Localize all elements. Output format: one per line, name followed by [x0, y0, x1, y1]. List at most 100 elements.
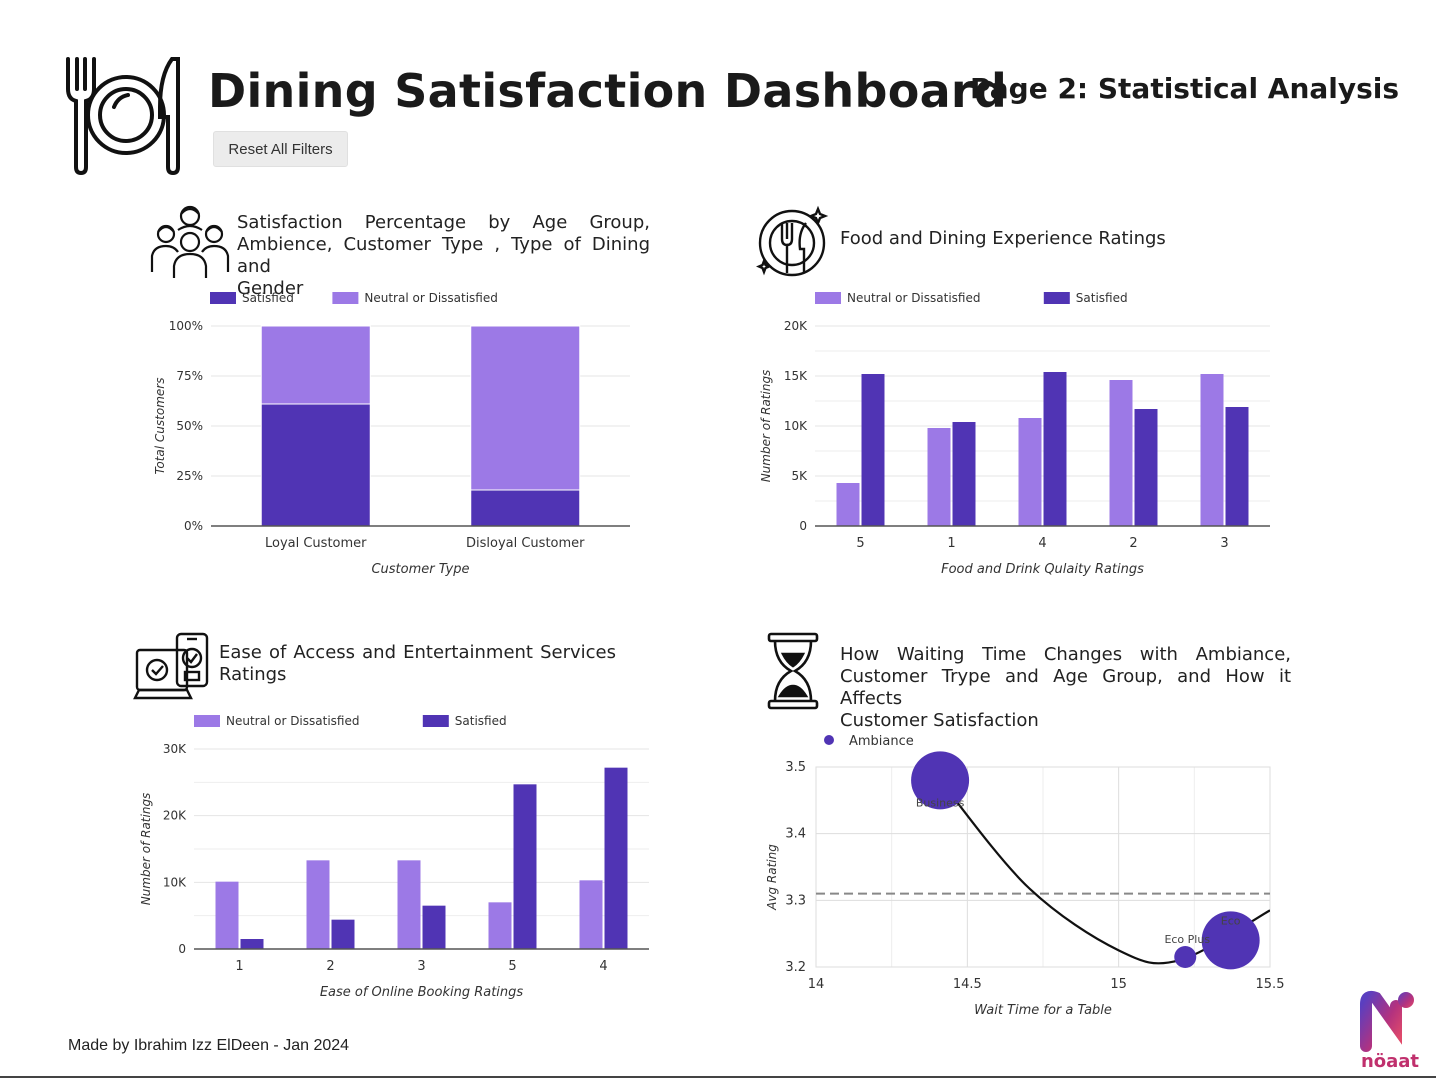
logo-icon — [62, 55, 188, 177]
y-tick-label: 3.2 — [785, 960, 806, 975]
age-chart-title: Satisfaction Percentage by Age Group, Am… — [237, 212, 650, 300]
x-axis-title: Wait Time for a Table — [974, 1003, 1112, 1018]
bar — [927, 428, 951, 526]
age-title-line-2: Ambience, Customer Type , Type of Dining… — [237, 234, 650, 277]
page-title: Dining Satisfaction Dashboard — [208, 64, 1008, 118]
bar — [1200, 374, 1224, 526]
y-tick-label: 10K — [163, 875, 187, 889]
legend-label: Satisfied — [1076, 291, 1128, 305]
legend-label: Neutral or Dissatisfied — [226, 714, 359, 728]
access-title-line-2: Ratings — [219, 664, 287, 685]
bar — [397, 860, 421, 949]
dining-plate-icon — [755, 203, 830, 283]
x-tick-label: 4 — [599, 959, 607, 974]
bar — [215, 881, 239, 949]
x-tick-label: 14 — [808, 977, 825, 992]
x-tick-label: 14.5 — [953, 977, 982, 992]
legend-swatch — [824, 735, 834, 745]
footer-credit: Made by Ibrahim Izz ElDeen - Jan 2024 — [68, 1037, 350, 1054]
bubble-label: Business — [916, 796, 965, 809]
x-tick-label: 5 — [856, 536, 864, 551]
y-tick-label: 3.4 — [785, 827, 806, 842]
y-tick-label: 0 — [799, 519, 807, 533]
bar — [331, 919, 355, 949]
y-tick-label: 75% — [176, 369, 203, 383]
legend-swatch — [210, 292, 236, 304]
bar — [836, 483, 860, 526]
age-satisfaction-chart: 0% 25% 50% 75% 100% Loyal Customer Disloyal Cu… — [153, 291, 630, 577]
wait-time-chart: 14 14.5 15 15.5 3.2 3.3 3.4 3.5 Business Eco Plus… — [765, 734, 1285, 1018]
y-tick-label: 5K — [791, 469, 808, 483]
bar — [1043, 372, 1067, 526]
bar — [1134, 409, 1158, 526]
bar — [579, 880, 603, 949]
bar — [952, 422, 976, 526]
x-tick-label: Disloyal Customer — [466, 536, 585, 551]
brand-logo-text: nöaat — [1361, 1051, 1419, 1072]
x-tick-label: 15.5 — [1256, 977, 1285, 992]
access-title-line-1: Ease of Access and Entertainment Service… — [219, 642, 616, 663]
bubble — [1201, 911, 1260, 970]
access-ratings-chart: 0 10K 20K 30K 1 2 3 5 4 Ease of Online Booking Ra… — [139, 714, 649, 1000]
x-tick-label: 2 — [1129, 536, 1137, 551]
y-axis-title: Number of Ratings — [139, 793, 153, 906]
bubble — [1174, 946, 1197, 968]
wait-chart-title: How Waiting Time Changes with Ambiance, … — [840, 644, 1291, 732]
bubble-label: Eco Plus — [1164, 933, 1210, 946]
legend-swatch — [332, 292, 359, 304]
y-tick-label: 0 — [178, 942, 186, 956]
x-tick-label: 1 — [947, 536, 955, 551]
food-title-line-1: Food and Dining Experience Ratings — [840, 228, 1166, 249]
bar — [604, 767, 628, 949]
bar — [422, 905, 446, 949]
x-tick-label: 3 — [417, 959, 425, 974]
legend-label: Satisfied — [455, 714, 507, 728]
reset-filters-button[interactable]: Reset All Filters — [213, 131, 348, 167]
x-tick-label: 5 — [508, 959, 516, 974]
hourglass-icon — [766, 632, 820, 714]
bottom-rule — [0, 1076, 1436, 1078]
wait-title-line-1: How Waiting Time Changes with Ambiance, — [840, 644, 1291, 665]
x-tick-label: Loyal Customer — [265, 536, 367, 551]
bar — [240, 939, 264, 949]
y-axis-title: Total Customers — [153, 378, 167, 475]
age-title-line-3: Gender — [237, 278, 304, 299]
bar — [306, 860, 330, 949]
y-tick-label: 15K — [784, 369, 808, 383]
wait-title-line-3: Customer Satisfaction — [840, 710, 1039, 731]
food-chart-title: Food and Dining Experience Ratings — [840, 228, 1260, 250]
access-chart-title: Ease of Access and Entertainment Service… — [219, 642, 616, 686]
x-axis-title: Customer Type — [371, 562, 469, 577]
devices-check-icon — [133, 632, 211, 712]
legend-label: Satisfied — [242, 291, 294, 305]
legend-swatch — [815, 292, 841, 304]
y-tick-label: 20K — [784, 319, 808, 333]
x-tick-label: 3 — [1220, 536, 1228, 551]
bubble-label: Eco — [1221, 914, 1241, 927]
legend-label: Neutral or Dissatisfied — [847, 291, 980, 305]
y-axis-title: Number of Ratings — [759, 370, 773, 483]
legend-label: Ambiance — [849, 734, 914, 749]
y-axis-title: Avg Rating — [765, 844, 779, 911]
x-tick-label: 1 — [235, 959, 243, 974]
y-tick-label: 10K — [784, 419, 808, 433]
legend-swatch — [422, 715, 449, 727]
wait-title-line-2: Customer Trype and Age Group, and How it… — [840, 666, 1291, 709]
bar — [488, 902, 512, 949]
brand-logo: nöaat — [1356, 986, 1426, 1072]
y-tick-label: 30K — [163, 742, 187, 756]
bar — [470, 325, 581, 491]
page-subtitle: Page 2: Statistical Analysis — [970, 72, 1400, 105]
x-tick-label: 2 — [326, 959, 334, 974]
y-tick-label: 3.5 — [785, 760, 806, 775]
bar — [1018, 418, 1042, 526]
bar — [513, 784, 537, 949]
y-tick-label: 100% — [169, 319, 203, 333]
y-tick-label: 20K — [163, 809, 187, 823]
legend-swatch — [194, 715, 220, 727]
people-group-icon — [150, 202, 230, 282]
bubble — [911, 751, 970, 810]
bar — [260, 403, 371, 527]
bar — [1225, 407, 1249, 526]
bar — [1109, 380, 1133, 526]
